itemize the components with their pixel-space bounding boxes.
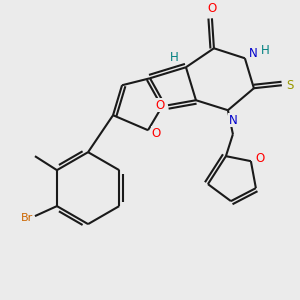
Text: H: H	[260, 44, 269, 57]
Text: O: O	[152, 127, 160, 140]
Text: H: H	[169, 51, 178, 64]
Text: Br: Br	[21, 213, 33, 223]
Text: N: N	[229, 114, 237, 127]
Text: S: S	[286, 79, 293, 92]
Text: O: O	[155, 99, 165, 112]
Text: O: O	[207, 2, 217, 15]
Text: N: N	[248, 47, 257, 60]
Text: O: O	[255, 152, 265, 165]
